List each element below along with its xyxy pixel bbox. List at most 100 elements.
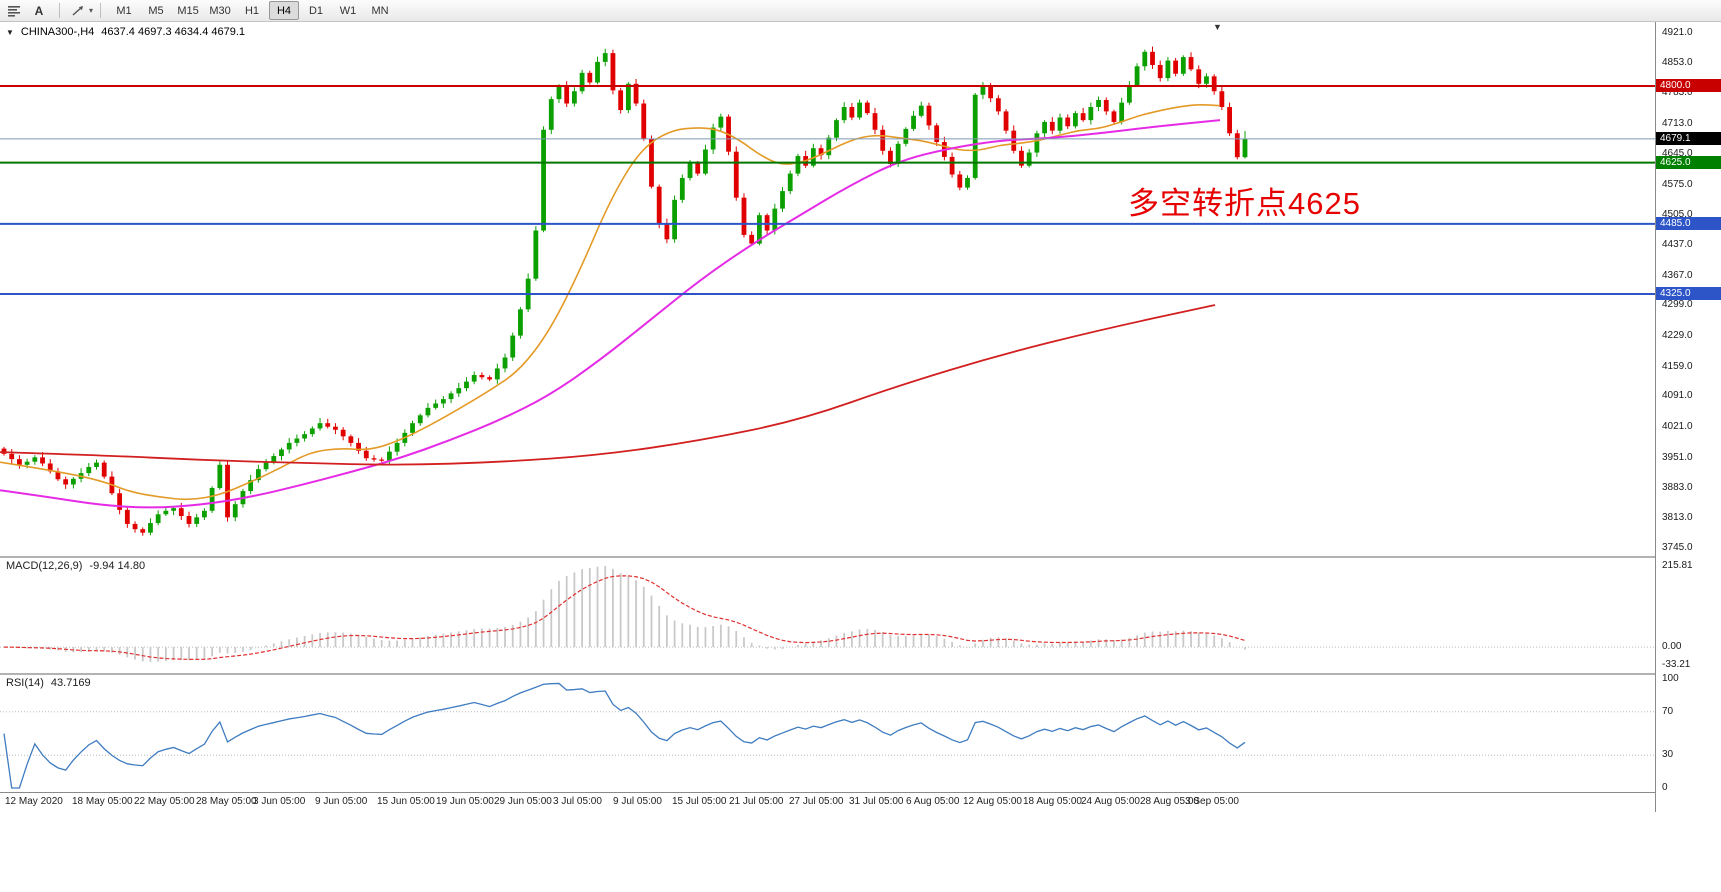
candles-layer <box>1 46 1248 536</box>
candle <box>1242 138 1248 158</box>
price-axis-label: 4299.0 <box>1662 299 1693 311</box>
dropdown-caret-icon[interactable]: ▾ <box>89 6 94 15</box>
candle <box>980 86 986 95</box>
timeframe-m30[interactable]: M30 <box>209 4 231 17</box>
candle <box>1057 117 1063 131</box>
text-label-tool-icon[interactable]: A <box>34 3 44 18</box>
candle <box>972 94 978 178</box>
macd-axis-label: 0.00 <box>1662 641 1682 653</box>
candle <box>387 451 392 461</box>
time-axis: 12 May 2020 18 May 05:00 22 May 05:00 28 Ma… <box>0 793 1655 811</box>
timeframe-m5[interactable]: M5 <box>148 4 164 17</box>
timeframe-m1[interactable]: M1 <box>116 4 132 17</box>
timeframe-d1[interactable]: D1 <box>308 4 324 17</box>
rsi-name: RSI(14) <box>6 677 44 689</box>
time-axis-label: 31 Jul 05:00 <box>849 796 904 807</box>
candle <box>1 448 7 454</box>
time-axis-label: 6 Aug 05:00 <box>906 796 960 807</box>
candle <box>965 177 970 188</box>
price-axis-label: 3951.0 <box>1662 451 1693 463</box>
rsi-chart <box>0 682 1655 789</box>
candle <box>1103 100 1109 112</box>
timeframe-m15[interactable]: M15 <box>177 4 199 17</box>
candle <box>55 471 61 480</box>
candle <box>148 523 153 533</box>
candle <box>610 53 616 91</box>
candle <box>664 223 670 240</box>
candle <box>1142 51 1148 67</box>
timeframe-h4[interactable]: H4 <box>269 1 300 20</box>
candle <box>70 478 76 485</box>
candle <box>1088 107 1094 121</box>
rsi-axis-label: 70 <box>1662 705 1674 717</box>
candle <box>733 151 739 198</box>
annotation-text[interactable]: 多空转折点4625 <box>1128 186 1361 221</box>
candle <box>641 103 647 139</box>
timeframe-w1[interactable]: W1 <box>339 4 357 17</box>
candle <box>949 156 955 175</box>
candle <box>379 459 385 461</box>
rsi-axis-label: 30 <box>1662 749 1674 761</box>
candle <box>741 197 747 235</box>
price-axis-label: 4367.0 <box>1662 269 1693 281</box>
line-tools-icon[interactable] <box>67 2 89 20</box>
time-axis-label: 29 Jun 05:00 <box>494 796 552 807</box>
candle <box>872 113 878 130</box>
price-axis-label: 4021.0 <box>1662 421 1693 433</box>
candle <box>471 375 477 382</box>
price-badge-4485.0: 4485.0 <box>1656 216 1721 230</box>
price-chart[interactable] <box>0 23 1655 556</box>
panel-separator[interactable] <box>0 556 1721 558</box>
candle <box>117 493 123 510</box>
candle <box>595 61 600 83</box>
chart-bars-glyph <box>8 5 20 17</box>
collapse-triangle-icon[interactable]: ▼ <box>6 27 14 37</box>
candle <box>934 125 940 143</box>
rsi-axis-label: 0 <box>1662 782 1668 793</box>
candle <box>1134 66 1140 86</box>
candle <box>1150 51 1155 65</box>
candle <box>263 462 269 470</box>
candle <box>903 128 909 144</box>
candle <box>1196 69 1202 84</box>
toolbar-separator <box>59 3 60 18</box>
timeframe-mn[interactable]: MN <box>371 4 389 17</box>
time-axis-label: 27 Jul 05:00 <box>789 796 844 807</box>
toolbar-separator <box>100 3 102 18</box>
time-axis-label: 28 May 05:00 <box>196 796 257 807</box>
candle <box>510 335 516 358</box>
candle <box>209 488 215 511</box>
candle <box>826 137 832 156</box>
time-axis-label: 3 Jul 05:00 <box>553 796 602 807</box>
candle <box>533 230 539 279</box>
candle <box>271 456 277 463</box>
chart-bars-icon[interactable] <box>4 2 26 20</box>
price-axis-label: 4713.0 <box>1662 118 1693 130</box>
toolbar: A ▾ M1 M5 M15 M30 H1 H4 D1 W1 MN <box>0 0 1721 22</box>
candle <box>687 162 693 178</box>
candle <box>795 156 801 174</box>
candle <box>171 508 176 511</box>
candle <box>1003 111 1009 131</box>
candle <box>1157 64 1163 79</box>
candle <box>494 368 500 380</box>
price-axis-label: 4853.0 <box>1662 56 1693 68</box>
candle <box>456 388 462 394</box>
chart-shift-marker-icon[interactable]: ▼ <box>1213 22 1222 32</box>
candle <box>94 462 99 467</box>
candle <box>124 509 130 524</box>
symbol-period-label: CHINA300-,H4 <box>20 26 95 38</box>
candle <box>756 215 762 244</box>
candle <box>1119 102 1125 122</box>
time-axis-label: 3 Jun 05:00 <box>253 796 306 807</box>
ma-medium-line <box>0 119 1221 509</box>
candle <box>818 148 824 156</box>
panel-separator <box>0 792 1721 793</box>
candle <box>1234 133 1240 158</box>
price-axis-label: 4783.0 <box>1662 87 1693 99</box>
panel-separator[interactable] <box>0 673 1721 675</box>
main-chart-panel[interactable]: ▼ CHINA300-,H4 4637.4 4697.3 4634.4 4679… <box>0 22 1655 556</box>
candle <box>1180 57 1186 74</box>
timeframe-h1[interactable]: H1 <box>244 4 260 17</box>
